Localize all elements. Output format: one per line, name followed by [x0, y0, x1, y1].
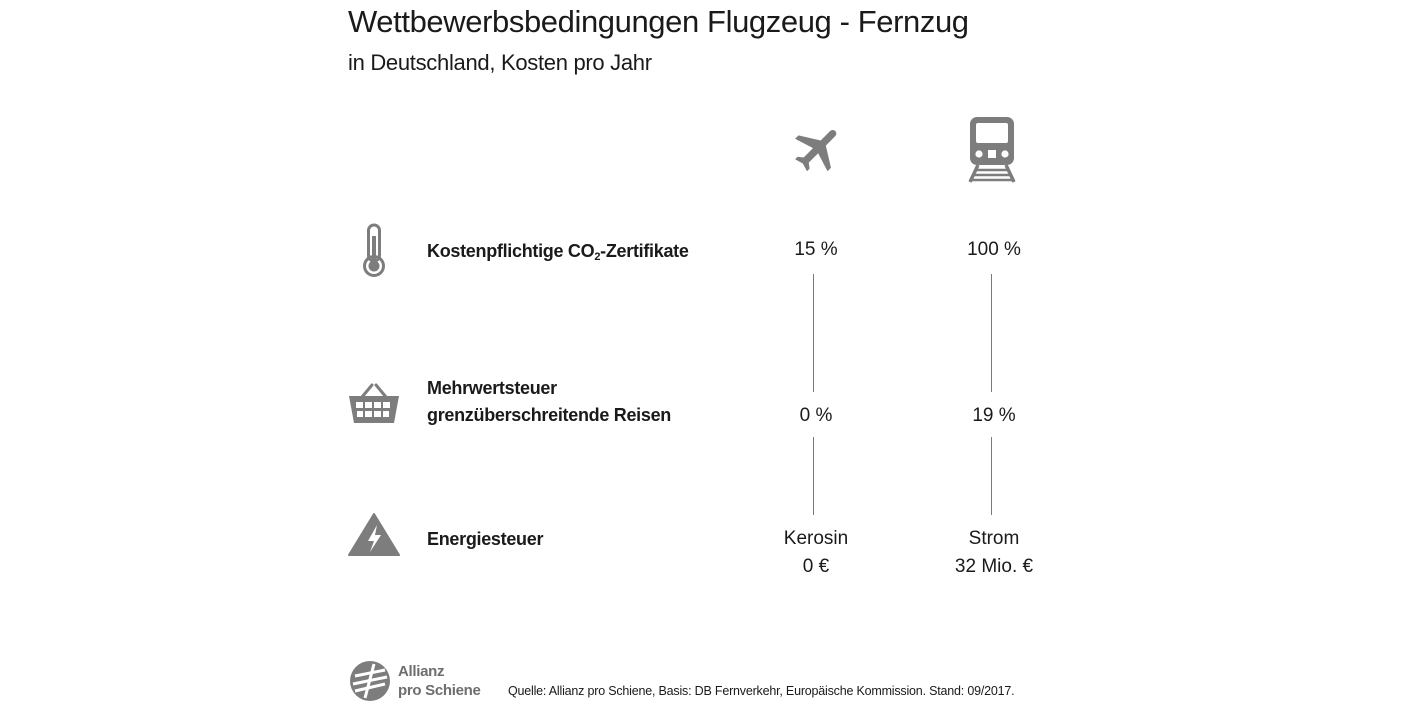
- lightning-warning-icon: [348, 512, 400, 556]
- energy-tax-label: Energiesteuer: [427, 529, 544, 549]
- plane-divider-line: [813, 437, 814, 515]
- page-subtitle: in Deutschland, Kosten pro Jahr: [348, 50, 652, 75]
- airplane-icon: [790, 120, 848, 178]
- thermometer-icon: [360, 222, 388, 278]
- plane-co2-value: 15 %: [794, 239, 838, 260]
- logo-text: Allianz pro Schiene: [398, 662, 481, 700]
- logo-line2: pro Schiene: [398, 682, 481, 699]
- kerosin-amount: 0 €: [802, 556, 830, 577]
- vat-label-line2: grenzüberschreitende Reisen: [427, 405, 671, 425]
- logo-line1: Allianz: [398, 663, 445, 680]
- train-icon: [966, 116, 1018, 184]
- train-vat-value: 19 %: [972, 405, 1016, 426]
- source-note: Quelle: Allianz pro Schiene, Basis: DB F…: [508, 684, 1015, 698]
- vat-label: Mehrwertsteuer grenzüberschreitende Reis…: [427, 375, 671, 429]
- strom-amount: 32 Mio. €: [954, 556, 1034, 577]
- plane-energy-value: Kerosin 0 €: [736, 525, 896, 581]
- strom-label: Strom: [968, 528, 1020, 549]
- vat-label-line1: Mehrwertsteuer: [427, 378, 557, 398]
- train-energy-value: Strom 32 Mio. €: [914, 525, 1074, 581]
- plane-vat-value: 0 %: [799, 405, 833, 426]
- shopping-basket-icon: [348, 382, 400, 424]
- train-co2-value: 100 %: [967, 239, 1021, 260]
- kerosin-label: Kerosin: [783, 528, 849, 549]
- allianz-pro-schiene-logo: [349, 660, 391, 702]
- page-title: Wettbewerbsbedingungen Flugzeug - Fernzu…: [348, 4, 969, 39]
- co2-certificates-label: Kostenpflichtige CO2-Zertifikate: [427, 241, 689, 263]
- train-divider-line: [991, 437, 992, 515]
- train-divider-line: [991, 274, 992, 392]
- plane-divider-line: [813, 274, 814, 392]
